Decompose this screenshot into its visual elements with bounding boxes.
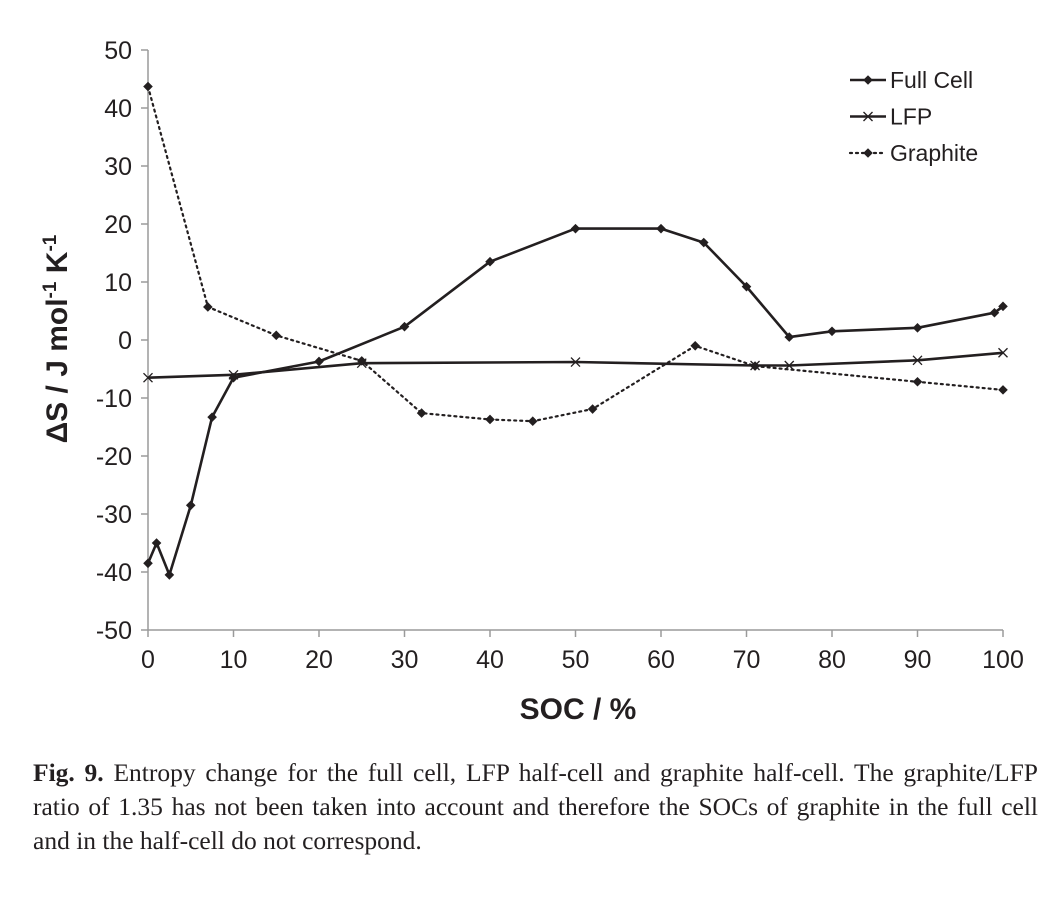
data-point-full-cell xyxy=(151,538,162,548)
y-tick-label: 20 xyxy=(104,211,132,239)
legend-label-full-cell: Full Cell xyxy=(890,67,973,93)
entropy-chart: -50 -40 -30 -20 -10 0 10 20 30 40 50 0 10 20 30 40 50 60 7… xyxy=(40,37,1024,726)
data-point-lfp xyxy=(228,369,239,380)
series-line-lfp xyxy=(147,351,1004,379)
x-tick-label: 40 xyxy=(476,646,504,674)
x-tick-label: 80 xyxy=(818,646,846,674)
data-point-full-cell xyxy=(164,570,175,580)
series-line-full-cell xyxy=(146,227,1004,577)
x-tick-label: 0 xyxy=(141,646,155,674)
x-marker-stroke xyxy=(863,111,873,122)
data-point-graphite xyxy=(356,356,367,366)
data-point-full-cell xyxy=(698,237,709,248)
x-tick-label: 90 xyxy=(904,646,932,674)
data-point-full-cell xyxy=(827,326,837,337)
data-point-lfp xyxy=(143,372,153,383)
x-marker-stroke xyxy=(570,357,581,367)
data-point-full-cell xyxy=(998,301,1008,312)
legend-item-lfp: LFP xyxy=(850,104,932,130)
data-point-full-cell xyxy=(570,223,581,234)
data-point-lfp xyxy=(912,355,923,366)
data-point-graphite xyxy=(998,385,1008,395)
data-point-full-cell xyxy=(143,558,153,569)
legend-swatch-marker xyxy=(863,75,873,85)
figure-caption-text: Entropy change for the full cell, LFP ha… xyxy=(33,758,1038,855)
data-point-full-cell xyxy=(784,332,795,342)
x-axis-title: SOC / % xyxy=(520,693,637,726)
y-axis-title: ΔS / J mol-1 K-1 xyxy=(40,234,74,443)
x-marker-stroke xyxy=(912,355,923,366)
series-full-cell xyxy=(143,223,1008,580)
legend-item-full-cell: Full Cell xyxy=(850,67,973,93)
data-point-full-cell xyxy=(656,223,666,234)
legend-item-graphite: Graphite xyxy=(848,140,978,166)
y-tick-label: -30 xyxy=(96,501,132,529)
data-point-graphite xyxy=(485,414,495,425)
data-point-full-cell xyxy=(912,323,923,333)
data-point-full-cell xyxy=(228,372,239,383)
y-tick-label: -10 xyxy=(96,385,132,413)
x-tick-label: 100 xyxy=(982,646,1024,674)
series-graphite xyxy=(143,81,1008,426)
y-axis-title-sup2: -1 xyxy=(40,234,61,251)
legend-label-lfp: LFP xyxy=(890,104,932,130)
y-tick-label: 10 xyxy=(104,269,132,297)
x-marker-stroke xyxy=(998,347,1008,358)
data-point-lfp xyxy=(998,347,1008,358)
x-tick-label: 10 xyxy=(220,646,248,674)
data-point-full-cell xyxy=(314,356,324,367)
x-tick-label: 20 xyxy=(305,646,333,674)
data-point-graphite xyxy=(587,404,598,414)
y-axis-title-mid: K xyxy=(41,251,74,281)
chart-legend: Full Cell LFP Graphite xyxy=(848,67,978,166)
x-tick-label: 60 xyxy=(647,646,675,674)
data-point-graphite xyxy=(143,81,153,92)
data-point-graphite xyxy=(690,341,700,351)
y-tick-label: -50 xyxy=(96,617,132,645)
x-tick-label: 50 xyxy=(562,646,590,674)
x-tick-label: 70 xyxy=(733,646,761,674)
y-tick-label: -40 xyxy=(96,559,132,587)
figure-label: Fig. 9. xyxy=(33,758,104,787)
y-axis-title-main: ΔS / J mol xyxy=(41,298,74,443)
y-tick-label: 0 xyxy=(118,327,132,355)
y-tick-label: 50 xyxy=(104,37,132,65)
data-point-graphite xyxy=(527,416,538,426)
legend-label-graphite: Graphite xyxy=(890,140,978,166)
x-marker-stroke xyxy=(228,369,239,380)
data-point-full-cell xyxy=(207,412,217,422)
data-point-graphite xyxy=(912,376,923,387)
series-line-graphite xyxy=(146,85,1005,423)
y-tick-label: 30 xyxy=(104,153,132,181)
data-point-lfp xyxy=(570,357,581,367)
y-tick-label: 40 xyxy=(104,95,132,123)
legend-swatch-marker xyxy=(863,111,873,122)
y-axis-title-sup1: -1 xyxy=(40,281,61,298)
data-point-full-cell xyxy=(989,307,1000,318)
data-point-full-cell xyxy=(741,281,752,292)
y-tick-label: -20 xyxy=(96,443,132,471)
data-point-full-cell xyxy=(185,500,196,511)
series-lfp xyxy=(143,347,1008,383)
chart-series xyxy=(143,81,1008,580)
x-tick-label: 30 xyxy=(391,646,419,674)
data-point-graphite xyxy=(750,361,760,371)
data-point-graphite xyxy=(416,408,427,418)
chart-axes: -50 -40 -30 -20 -10 0 10 20 30 40 50 0 10 20 30 40 50 60 7… xyxy=(96,37,1024,674)
data-point-graphite xyxy=(271,330,282,341)
data-point-full-cell xyxy=(485,256,495,267)
x-marker-stroke xyxy=(143,372,153,383)
data-point-full-cell xyxy=(399,321,410,332)
figure-caption: Fig. 9. Entropy change for the full cell… xyxy=(33,756,1038,858)
data-point-graphite xyxy=(203,302,213,312)
legend-swatch-marker xyxy=(863,148,873,158)
